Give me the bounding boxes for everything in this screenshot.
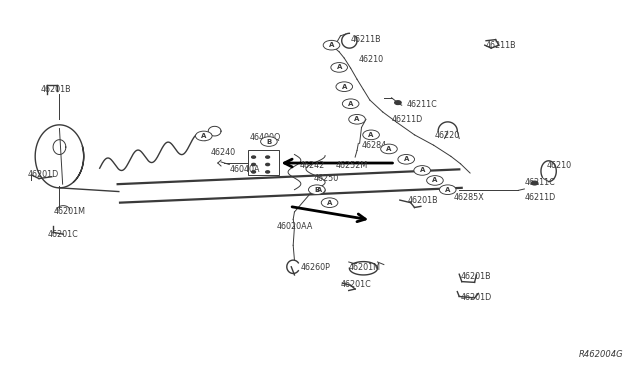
Text: A: A (317, 187, 323, 193)
Text: 46242: 46242 (300, 161, 325, 170)
Text: 46201D: 46201D (28, 170, 59, 179)
Text: 46211D: 46211D (524, 193, 556, 202)
Text: 46250: 46250 (314, 174, 339, 183)
Text: 46240: 46240 (210, 148, 236, 157)
Circle shape (308, 185, 325, 195)
Text: A: A (342, 84, 347, 90)
Text: 46201C: 46201C (47, 230, 78, 239)
Circle shape (195, 131, 212, 141)
Circle shape (398, 154, 415, 164)
Circle shape (427, 176, 444, 185)
Circle shape (266, 171, 269, 173)
Circle shape (315, 187, 325, 193)
Text: A: A (329, 42, 334, 48)
Text: 46020AA: 46020AA (276, 222, 313, 231)
Circle shape (395, 101, 401, 105)
Circle shape (252, 171, 255, 173)
Text: R462004G: R462004G (579, 350, 623, 359)
Text: 46201C: 46201C (340, 280, 371, 289)
Text: 46260P: 46260P (301, 263, 331, 272)
Text: 46211C: 46211C (524, 178, 555, 187)
Circle shape (266, 163, 269, 166)
Text: 46285X: 46285X (454, 193, 485, 202)
Text: A: A (387, 146, 392, 152)
Circle shape (321, 198, 338, 208)
Circle shape (252, 163, 255, 166)
Circle shape (440, 185, 456, 195)
Text: A: A (419, 167, 425, 173)
Text: 46211B: 46211B (486, 41, 516, 50)
Circle shape (363, 130, 380, 140)
Text: B: B (266, 138, 271, 145)
Text: 46040A: 46040A (229, 165, 260, 174)
Circle shape (414, 166, 431, 175)
Text: 46201B: 46201B (461, 272, 491, 281)
Text: A: A (369, 132, 374, 138)
Circle shape (381, 144, 397, 154)
Text: A: A (432, 177, 438, 183)
Text: 46284: 46284 (362, 141, 387, 150)
Circle shape (266, 156, 269, 158)
Text: 46210: 46210 (547, 161, 572, 170)
Text: 46220: 46220 (435, 131, 460, 141)
Text: 46201M: 46201M (349, 263, 381, 272)
Text: 46201D: 46201D (461, 293, 492, 302)
Text: 46201B: 46201B (408, 196, 438, 205)
Text: 46211C: 46211C (406, 100, 437, 109)
Text: A: A (201, 133, 207, 139)
Circle shape (336, 82, 353, 92)
Circle shape (531, 181, 538, 185)
Text: A: A (337, 64, 342, 70)
Text: 46201M: 46201M (54, 208, 86, 217)
Text: 46211D: 46211D (392, 115, 423, 124)
Circle shape (349, 115, 365, 124)
Circle shape (323, 40, 340, 50)
Text: A: A (327, 200, 332, 206)
Text: 46252M: 46252M (336, 161, 368, 170)
Text: B: B (314, 187, 319, 193)
Circle shape (342, 99, 359, 109)
Text: 46211B: 46211B (351, 35, 381, 44)
Circle shape (252, 156, 255, 158)
Text: 46210: 46210 (358, 55, 383, 64)
Text: 46400Q: 46400Q (250, 133, 281, 142)
Text: A: A (404, 156, 409, 162)
Text: A: A (355, 116, 360, 122)
Text: A: A (348, 101, 353, 107)
Circle shape (331, 62, 348, 72)
Text: 46201B: 46201B (40, 85, 71, 94)
Text: A: A (445, 187, 451, 193)
Circle shape (260, 137, 277, 146)
Bar (248, 150, 279, 175)
